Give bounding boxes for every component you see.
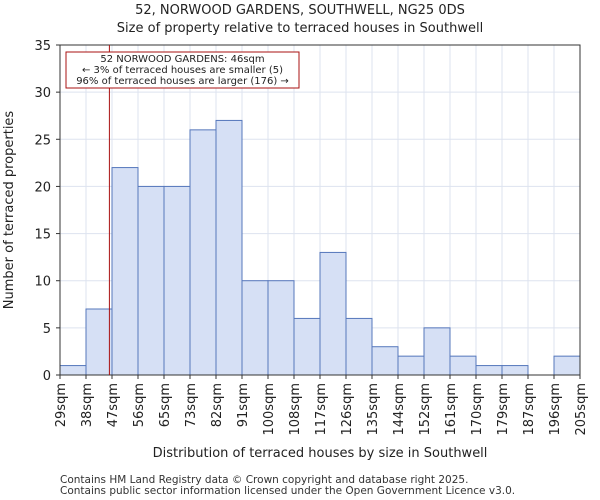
bar (449, 355, 477, 376)
y-tick-label: 25 (34, 133, 51, 148)
x-tick-label: 47sqm (106, 383, 121, 427)
x-tick-label: 179sqm (496, 383, 511, 436)
bar (267, 280, 295, 376)
x-tick-label: 152sqm (418, 383, 433, 436)
x-tick-label: 38sqm (80, 383, 95, 427)
bar (111, 167, 139, 376)
bar (345, 317, 373, 376)
annotation-line-1: 52 NORWOOD GARDENS: 46sqm (100, 54, 264, 65)
bar (189, 129, 217, 376)
y-axis-label: Number of terraced properties (2, 111, 17, 310)
chart-title: 52, NORWOOD GARDENS, SOUTHWELL, NG25 0DS (135, 3, 465, 18)
bar (397, 355, 425, 376)
bar (137, 185, 165, 376)
bar (501, 365, 529, 376)
property-annotation: 52 NORWOOD GARDENS: 46sqm ← 3% of terrac… (65, 51, 300, 89)
bar (163, 185, 191, 376)
bar (423, 327, 451, 376)
x-axis-label: Distribution of terraced houses by size … (153, 446, 488, 461)
chart-subtitle: Size of property relative to terraced ho… (117, 21, 483, 36)
y-tick-label: 0 (43, 369, 51, 384)
x-tick-label: 65sqm (158, 383, 173, 427)
x-tick-label: 161sqm (444, 383, 459, 436)
bar (85, 308, 113, 376)
bar (371, 346, 399, 376)
x-tick-label: 117sqm (314, 383, 329, 436)
footer-line-2: Contains public sector information licen… (60, 485, 515, 497)
bar (241, 280, 269, 376)
annotation-line-3: 96% of terraced houses are larger (176) … (76, 76, 289, 87)
x-tick-label: 108sqm (288, 383, 303, 436)
y-tick-label: 5 (43, 322, 51, 337)
x-tick-label: 56sqm (132, 383, 147, 427)
x-tick-label: 29sqm (54, 383, 69, 427)
bar (475, 365, 503, 376)
y-tick-label: 10 (34, 275, 51, 290)
y-axis: 0 5 10 15 20 25 30 35 (34, 39, 60, 384)
x-tick-label: 205sqm (574, 383, 589, 436)
y-tick-label: 15 (34, 228, 51, 243)
bar (319, 251, 347, 376)
bar (215, 119, 243, 376)
y-tick-label: 30 (34, 86, 51, 101)
x-tick-label: 82sqm (210, 383, 225, 427)
bar (553, 355, 581, 376)
x-axis: 29sqm 38sqm 47sqm 56sqm 65sqm 73sqm 82sqm 91sqm… (54, 375, 589, 436)
annotation-line-2: ← 3% of terraced houses are smaller (5) (82, 65, 283, 76)
footer-line-1: Contains HM Land Registry data © Crown c… (60, 474, 468, 486)
bar (59, 365, 87, 376)
bar (293, 317, 321, 376)
y-tick-label: 35 (34, 39, 51, 54)
x-tick-label: 144sqm (392, 383, 407, 436)
x-tick-label: 135sqm (366, 383, 381, 436)
x-tick-label: 126sqm (340, 383, 355, 436)
x-tick-label: 170sqm (470, 383, 485, 436)
annotation-box (65, 51, 300, 89)
x-tick-label: 187sqm (522, 383, 537, 436)
bars (59, 119, 581, 376)
x-tick-label: 91sqm (236, 383, 251, 427)
x-tick-label: 73sqm (184, 383, 199, 427)
x-tick-label: 100sqm (262, 383, 277, 436)
x-tick-label: 196sqm (548, 383, 563, 436)
y-tick-label: 20 (34, 180, 51, 195)
